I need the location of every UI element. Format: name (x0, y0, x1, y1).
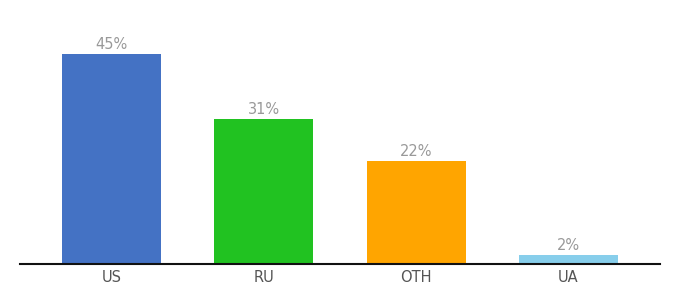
Text: 45%: 45% (96, 37, 128, 52)
Text: 2%: 2% (557, 238, 580, 253)
Bar (63, 54, 161, 264)
Text: 31%: 31% (248, 102, 280, 117)
Bar (519, 255, 617, 264)
Bar (214, 119, 313, 264)
Bar (367, 161, 466, 264)
Text: 22%: 22% (400, 144, 432, 159)
